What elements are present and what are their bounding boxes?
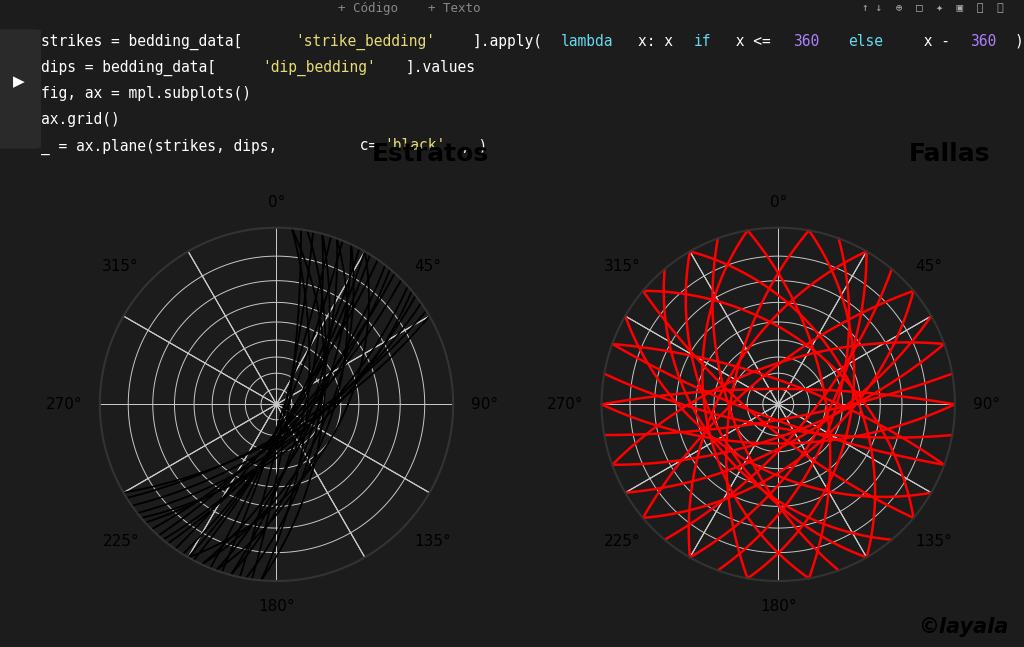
Text: ].apply(: ].apply( bbox=[472, 34, 543, 49]
Text: , ): , ) bbox=[461, 138, 487, 153]
Text: 360: 360 bbox=[970, 34, 996, 49]
Text: 315°: 315° bbox=[102, 259, 139, 274]
Text: + Código    + Texto: + Código + Texto bbox=[338, 1, 481, 15]
Text: Estratos: Estratos bbox=[372, 142, 488, 166]
Text: 360: 360 bbox=[793, 34, 819, 49]
Text: dips = bedding_data[: dips = bedding_data[ bbox=[41, 60, 216, 76]
Text: ax.grid(): ax.grid() bbox=[41, 113, 120, 127]
Text: 'dip_bedding': 'dip_bedding' bbox=[262, 60, 376, 76]
Text: x -: x - bbox=[914, 34, 958, 49]
Text: ].values: ].values bbox=[406, 60, 476, 75]
Text: _ = ax.plane(strikes, dips,: _ = ax.plane(strikes, dips, bbox=[41, 138, 278, 155]
Text: ▶: ▶ bbox=[12, 74, 25, 89]
Text: 225°: 225° bbox=[604, 534, 641, 549]
Text: 135°: 135° bbox=[915, 534, 952, 549]
Text: ↑ ↓  ⊕  □  ✦  ▣  🗑  ⋮: ↑ ↓ ⊕ □ ✦ ▣ 🗑 ⋮ bbox=[862, 3, 1004, 13]
Text: 0°: 0° bbox=[268, 195, 285, 210]
Text: 135°: 135° bbox=[414, 534, 451, 549]
Text: fig, ax = mpl.subplots(): fig, ax = mpl.subplots() bbox=[41, 86, 251, 101]
Text: ).values: ).values bbox=[1014, 34, 1024, 49]
Text: if: if bbox=[693, 34, 711, 49]
Text: 45°: 45° bbox=[414, 259, 441, 274]
Text: Fallas: Fallas bbox=[908, 142, 990, 166]
Text: 45°: 45° bbox=[915, 259, 943, 274]
Text: 225°: 225° bbox=[102, 534, 139, 549]
Text: 180°: 180° bbox=[258, 598, 295, 614]
Text: else: else bbox=[848, 34, 884, 49]
Text: 90°: 90° bbox=[471, 397, 498, 412]
Text: c=: c= bbox=[350, 138, 377, 153]
Text: 270°: 270° bbox=[547, 397, 584, 412]
Text: lambda: lambda bbox=[561, 34, 613, 49]
Text: strikes = bedding_data[: strikes = bedding_data[ bbox=[41, 34, 243, 50]
Text: 'black': 'black' bbox=[384, 138, 445, 153]
Text: 180°: 180° bbox=[760, 598, 797, 614]
Text: x <=: x <= bbox=[727, 34, 779, 49]
Text: 315°: 315° bbox=[604, 259, 641, 274]
Text: ©layala: ©layala bbox=[919, 617, 1009, 637]
Text: x: x: x: x bbox=[638, 34, 682, 49]
Text: 270°: 270° bbox=[45, 397, 82, 412]
Text: 90°: 90° bbox=[973, 397, 999, 412]
Text: 0°: 0° bbox=[770, 195, 786, 210]
Text: 'strike_bedding': 'strike_bedding' bbox=[295, 34, 435, 50]
FancyBboxPatch shape bbox=[0, 29, 41, 149]
